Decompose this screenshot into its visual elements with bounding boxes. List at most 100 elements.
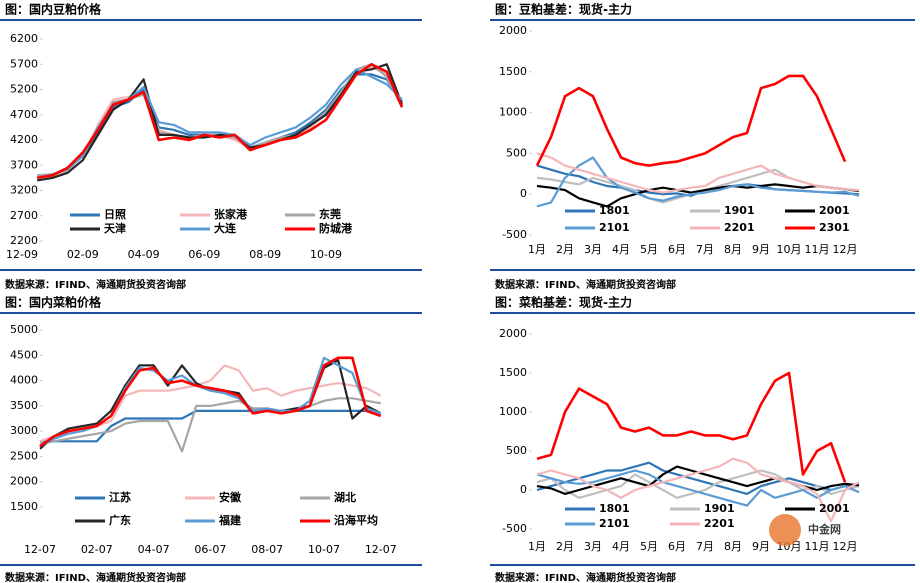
x-tick-label: 10-09 <box>310 248 342 261</box>
series-line <box>536 461 859 495</box>
y-tick-label: 500 <box>506 146 527 159</box>
y-tick-label: 6200 <box>10 32 38 45</box>
series-line <box>40 409 381 443</box>
y-tick-label: 2000 <box>499 24 527 37</box>
legend-label: 1901 <box>704 502 735 515</box>
legend-label: 沿海平均 <box>334 513 378 527</box>
legend-label: 东莞 <box>319 207 341 221</box>
x-tick-label: 12月 <box>833 243 858 256</box>
y-tick-label: 1000 <box>499 106 527 119</box>
series-line <box>39 397 381 453</box>
x-tick-label: 12-07 <box>365 543 397 556</box>
y-tick-label: 4000 <box>10 374 38 387</box>
x-tick-label: 7月 <box>696 243 714 256</box>
watermark-logo <box>769 514 801 546</box>
y-tick-label: 0 <box>520 483 527 496</box>
y-tick-label: 3500 <box>10 399 38 412</box>
series-line <box>39 356 382 448</box>
x-tick-label: 8月 <box>724 540 742 553</box>
x-tick-label: 3月 <box>584 243 602 256</box>
legend-label: 防城港 <box>319 221 353 235</box>
series-line <box>536 183 860 208</box>
y-tick-label: 2500 <box>10 449 38 462</box>
x-tick-label: 11月 <box>805 243 830 256</box>
series-line <box>36 63 404 180</box>
series-line <box>37 63 404 182</box>
source-note: 数据来源：IFIND、海通期货投资咨询部 <box>495 278 676 291</box>
source-note: 数据来源：IFIND、海通期货投资咨询部 <box>5 571 186 583</box>
y-tick-label: 4500 <box>10 348 38 361</box>
series-line <box>37 63 403 177</box>
legend-label: 1901 <box>724 204 755 217</box>
x-tick-label: 4月 <box>612 243 630 256</box>
source-note: 数据来源：IFIND、海通期货投资咨询部 <box>5 278 186 291</box>
y-tick-label: 1500 <box>499 65 527 78</box>
x-tick-label: 08-07 <box>251 543 283 556</box>
y-tick-label: 2700 <box>10 209 38 222</box>
x-tick-label: 08-09 <box>249 248 281 261</box>
legend-label: 2001 <box>819 204 850 217</box>
y-tick-label: 3200 <box>10 184 38 197</box>
y-tick-label: 500 <box>506 444 527 457</box>
y-tick-label: 1000 <box>499 405 527 418</box>
legend-label: 大连 <box>214 221 237 235</box>
x-tick-label: 10-07 <box>308 543 340 556</box>
x-tick-label: 7月 <box>696 540 714 553</box>
x-tick-label: 02-07 <box>81 543 113 556</box>
chart-title: 图：国内菜粕价格 <box>5 295 102 310</box>
y-tick-label: -500 <box>502 522 527 535</box>
y-tick-label: 3700 <box>10 158 38 171</box>
x-tick-label: 2月 <box>556 540 574 553</box>
y-tick-label: 5200 <box>10 83 38 96</box>
source-note: 数据来源：IFIND、海通期货投资咨询部 <box>495 571 676 583</box>
legend-label: 2201 <box>724 221 755 234</box>
legend-label: 日照 <box>104 208 126 221</box>
legend-label: 2001 <box>819 502 850 515</box>
x-tick-label: 9月 <box>752 243 770 256</box>
chart-title: 图：国内豆粕价格 <box>5 2 102 17</box>
x-tick-label: 06-09 <box>188 248 220 261</box>
legend-label: 江苏 <box>109 490 131 504</box>
y-tick-label: 1500 <box>499 366 527 379</box>
legend-label: 安徽 <box>219 490 242 504</box>
legend-label: 2301 <box>819 221 850 234</box>
legend-label: 张家港 <box>214 207 248 221</box>
x-tick-label: 1月 <box>528 540 546 553</box>
series-line <box>536 469 860 507</box>
x-tick-label: 02-09 <box>67 248 99 261</box>
series-line <box>535 74 847 167</box>
chart-title: 图：豆粕基差：现货-主力 <box>495 2 632 17</box>
x-tick-label: 1月 <box>528 243 546 256</box>
x-tick-label: 9月 <box>752 540 770 553</box>
y-tick-label: 2000 <box>10 475 38 488</box>
legend-label: 天津 <box>104 221 126 235</box>
legend-label: 广东 <box>109 513 131 527</box>
x-tick-label: 04-07 <box>138 543 170 556</box>
y-tick-label: 4700 <box>10 108 38 121</box>
legend-label: 1801 <box>599 204 630 217</box>
series-line <box>536 156 860 208</box>
y-tick-label: 2200 <box>10 234 38 247</box>
legend-label: 湖北 <box>334 490 356 504</box>
x-tick-label: 11月 <box>805 540 830 553</box>
legend-label: 2101 <box>599 517 630 530</box>
y-tick-label: 2000 <box>499 327 527 340</box>
x-tick-label: 5月 <box>640 243 658 256</box>
x-tick-label: 8月 <box>724 243 742 256</box>
series-line <box>536 371 847 483</box>
y-tick-label: 3000 <box>10 424 38 437</box>
x-tick-label: 10月 <box>777 243 802 256</box>
series-line <box>536 152 860 194</box>
x-tick-label: 6月 <box>668 243 686 256</box>
x-tick-label: 04-09 <box>128 248 160 261</box>
y-tick-label: 5700 <box>10 57 38 70</box>
watermark: 中金网 <box>808 522 841 536</box>
legend-label: 2201 <box>704 517 735 530</box>
x-tick-label: 12-07 <box>24 543 56 556</box>
x-tick-label: 3月 <box>584 540 602 553</box>
series-line <box>39 356 382 448</box>
y-tick-label: 0 <box>520 187 527 200</box>
x-tick-label: 12-09 <box>6 248 38 261</box>
legend-label: 福建 <box>218 513 242 527</box>
